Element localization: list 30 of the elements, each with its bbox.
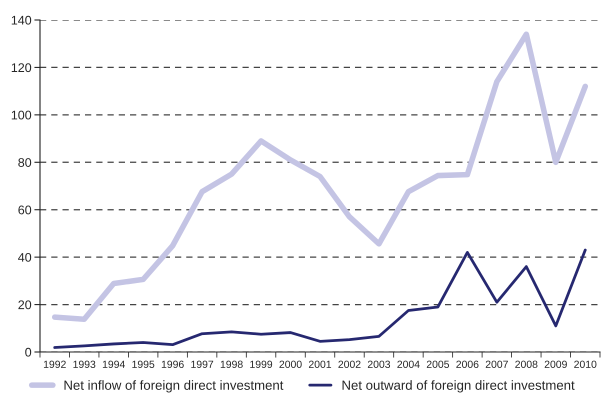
- x-tick-label: 2005: [426, 360, 450, 368]
- x-tick-label: 2003: [368, 360, 390, 368]
- x-tick-label: 2007: [486, 360, 508, 368]
- x-tick-label: 2000: [279, 360, 302, 368]
- x-tick-label: 1995: [132, 360, 154, 368]
- y-tick-label: 140: [12, 16, 32, 25]
- x-tick-label: 1998: [220, 360, 243, 368]
- x-tick-label: 2002: [338, 360, 361, 368]
- x-tick-label: 1997: [191, 360, 214, 368]
- y-tick-label: 0: [25, 348, 32, 357]
- x-tick-label: 1994: [102, 360, 125, 368]
- x-tick-label: 2009: [544, 360, 567, 368]
- y-tick-label: 120: [12, 63, 32, 72]
- x-tick-label: 1996: [162, 360, 184, 368]
- x-tick-label: 2008: [515, 360, 538, 368]
- y-tick-label: 80: [18, 158, 32, 167]
- y-tick-label: 60: [18, 206, 32, 214]
- x-tick-label: 2004: [397, 360, 420, 368]
- legend-label: Net inflow of foreign direct investment: [64, 380, 284, 392]
- y-tick-label: 100: [12, 110, 32, 120]
- x-tick-label: 2001: [308, 360, 332, 368]
- line-series: [53, 248, 587, 349]
- x-tick-label: 2006: [456, 360, 478, 368]
- y-tick-label: 40: [18, 252, 32, 262]
- x-tick-label: 1993: [73, 360, 96, 368]
- x-tick-label: 1992: [44, 360, 66, 368]
- y-tick-label: 20: [18, 300, 32, 310]
- x-tick-label: 1999: [250, 360, 272, 368]
- x-tick-label: 2010: [574, 360, 596, 368]
- legend-label: Net outward of foreign direct investment: [342, 380, 575, 392]
